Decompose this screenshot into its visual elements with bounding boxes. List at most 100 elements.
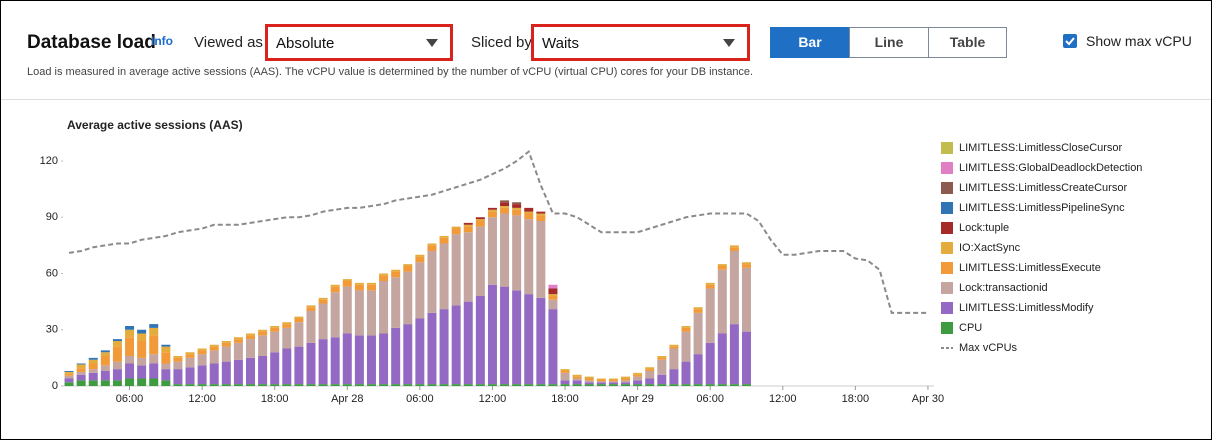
bar-segment xyxy=(596,384,606,386)
bar-segment xyxy=(209,384,219,386)
bar-segment xyxy=(209,344,219,347)
legend-swatch xyxy=(941,202,953,214)
bar-segment xyxy=(306,384,316,386)
bar-segment xyxy=(548,296,558,300)
info-link[interactable]: Info xyxy=(151,34,173,48)
bar-segment xyxy=(717,264,727,266)
bar-segment xyxy=(512,290,522,385)
bar-segment xyxy=(681,326,691,328)
bar-segment xyxy=(693,384,703,386)
bar-segment xyxy=(693,312,703,355)
bar-segment xyxy=(137,365,147,379)
bar-segment xyxy=(657,384,667,386)
sliced-by-label: Sliced by xyxy=(471,34,532,51)
bar-segment xyxy=(536,213,546,216)
x-tick-label: Apr 29 xyxy=(621,393,653,405)
bar-segment xyxy=(76,371,86,375)
bar-segment xyxy=(451,384,461,386)
bar-segment xyxy=(209,346,219,351)
bar-segment xyxy=(669,384,679,386)
bar-segment xyxy=(125,356,135,364)
bar-segment xyxy=(76,380,86,386)
bar-segment xyxy=(548,284,558,289)
bar-segment xyxy=(621,382,631,385)
bar-segment xyxy=(596,381,606,383)
bar-segment xyxy=(366,282,376,285)
bar-segment xyxy=(342,333,352,385)
bar-segment xyxy=(512,215,522,291)
bar-segment xyxy=(584,380,594,383)
viewed-as-dropdown[interactable]: Absolute xyxy=(265,24,453,61)
bar-segment xyxy=(161,363,171,370)
bar-segment xyxy=(258,335,268,356)
bar-segment xyxy=(391,277,401,328)
bar-segment xyxy=(88,380,98,386)
title: Database load xyxy=(27,32,156,53)
bar-segment xyxy=(112,346,122,362)
bar-segment xyxy=(366,284,376,291)
bar-segment xyxy=(294,384,304,386)
bar-segment xyxy=(705,282,715,285)
sliced-by-dropdown[interactable]: Waits xyxy=(531,24,750,61)
bar-segment xyxy=(318,384,328,386)
bar-segment xyxy=(342,281,352,287)
bar-segment xyxy=(354,335,364,385)
y-tick-label: 30 xyxy=(46,324,58,336)
bar-segment xyxy=(475,221,485,227)
checkbox[interactable] xyxy=(1063,34,1077,48)
y-tick-label: 120 xyxy=(40,155,58,167)
bar-segment xyxy=(439,309,449,385)
bar-segment xyxy=(366,290,376,336)
bar-segment xyxy=(451,228,461,235)
bar-segment xyxy=(536,215,546,221)
view-button[interactable]: Table xyxy=(928,27,1007,58)
bar-segment xyxy=(560,371,570,373)
bar-segment xyxy=(524,213,534,220)
bar-segment xyxy=(149,363,159,379)
bar-segment xyxy=(548,294,558,296)
bar-segment xyxy=(100,371,110,381)
bar-segment xyxy=(621,378,631,381)
bar-segment xyxy=(246,357,256,385)
legend-label: LIMITLESS:LimitlessModify xyxy=(959,302,1094,314)
bar-segment xyxy=(463,226,473,233)
legend-label: LIMITLESS:LimitlessCloseCursor xyxy=(959,142,1123,154)
bar-segment xyxy=(608,378,618,380)
bar-segment xyxy=(548,309,558,385)
bar-segment xyxy=(560,380,570,385)
bar-segment xyxy=(463,384,473,386)
bar-segment xyxy=(415,254,425,257)
bar-segment xyxy=(149,354,159,364)
bar-segment xyxy=(137,333,147,341)
bar-segment xyxy=(221,342,231,347)
bar-segment xyxy=(681,327,691,332)
legend-swatch xyxy=(941,302,953,314)
x-tick-label: Apr 28 xyxy=(331,393,363,405)
bar-segment xyxy=(741,267,751,332)
bar-segment xyxy=(125,378,135,386)
bar-segment xyxy=(451,305,461,385)
bar-segment xyxy=(88,363,98,370)
bar-segment xyxy=(487,384,497,386)
bar-segment xyxy=(717,384,727,386)
bar-segment xyxy=(366,335,376,385)
bar-segment xyxy=(197,354,207,366)
bar-segment xyxy=(584,382,594,385)
bar-segment xyxy=(112,369,122,381)
bar-segment xyxy=(560,372,570,381)
bar-segment xyxy=(125,329,135,338)
bar-segment xyxy=(608,382,618,385)
bar-segment xyxy=(258,384,268,386)
bar-segment xyxy=(729,251,739,325)
bar-segment xyxy=(88,369,98,373)
bar-segment xyxy=(112,361,122,370)
bar-segment xyxy=(76,363,86,365)
bar-segment xyxy=(487,211,497,218)
bar-segment xyxy=(258,329,268,332)
bar-segment xyxy=(645,369,655,371)
bar-segment xyxy=(246,339,256,358)
bar-segment xyxy=(524,219,534,295)
bar-segment xyxy=(669,348,679,370)
legend-label: IO:XactSync xyxy=(959,242,1021,254)
bar-segment xyxy=(354,282,364,285)
